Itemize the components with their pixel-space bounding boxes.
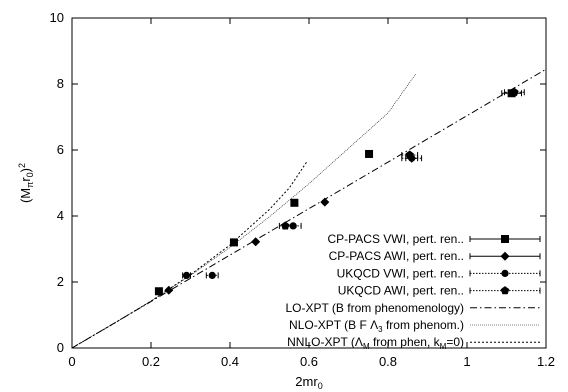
marker-pentagon (405, 150, 414, 159)
legend-label: CP-PACS AWI, pert. ren.. (329, 249, 464, 263)
data-points (154, 87, 525, 296)
x-tick-label: 0 (68, 354, 75, 369)
x-tick-label: 1 (463, 354, 470, 369)
marker-diamond (320, 197, 330, 207)
plot-frame (71, 17, 547, 349)
x-tick-label: 0.6 (300, 354, 318, 369)
x-tick-label: 0.2 (142, 354, 160, 369)
marker-pentagon (500, 286, 510, 295)
marker-diamond (164, 285, 174, 295)
legend-label: NLO-XPT (B F Λ3 from phenom.) (289, 318, 464, 334)
legend-label: LO-XPT (B from phenomenology) (285, 301, 464, 315)
y-tick-label: 4 (57, 208, 64, 223)
marker-pentagon (510, 87, 519, 96)
marker-square (290, 198, 299, 207)
curve-line (71, 68, 547, 349)
marker-square (229, 238, 238, 247)
marker-diamond (251, 237, 261, 247)
y-tick-label: 8 (57, 76, 64, 91)
legend: CP-PACS VWI, pert. ren.. CP-PACS AWI, per… (285, 232, 541, 351)
legend-label: UKQCD AWI, pert. ren.. (338, 284, 464, 298)
curve-line (71, 161, 308, 349)
y-tick-label: 10 (50, 10, 64, 25)
marker-square (154, 287, 163, 296)
legend-label: NNLO-XPT (ΛM from phen, kM=0) (287, 335, 464, 351)
y-tick-label: 6 (57, 142, 64, 157)
x-tick-label: 1.2 (537, 354, 555, 369)
legend-label: CP-PACS VWI, pert. ren.. (328, 232, 464, 246)
marker-circle (208, 271, 216, 279)
marker-pentagon (281, 221, 290, 230)
marker-square (501, 235, 509, 243)
y-axis-title: (Mπr0)2 (17, 163, 35, 203)
marker-square (365, 149, 374, 158)
legend-label: UKQCD VWI, pert. ren.. (337, 266, 464, 280)
curves (71, 68, 547, 349)
x-tick-label: 0.4 (221, 354, 239, 369)
marker-diamond (500, 251, 510, 261)
y-tick-label: 2 (57, 274, 64, 289)
ticks: 0 0.2 0.4 0.6 0.8 1 1.2 0 2 4 6 8 10 (50, 10, 556, 369)
y-tick-label: 0 (57, 340, 64, 355)
marker-circle (501, 269, 509, 277)
marker-circle (182, 271, 191, 279)
x-axis-title: 2mr0 (295, 374, 322, 391)
marker-circle (289, 222, 297, 230)
x-tick-label: 0.8 (379, 354, 397, 369)
